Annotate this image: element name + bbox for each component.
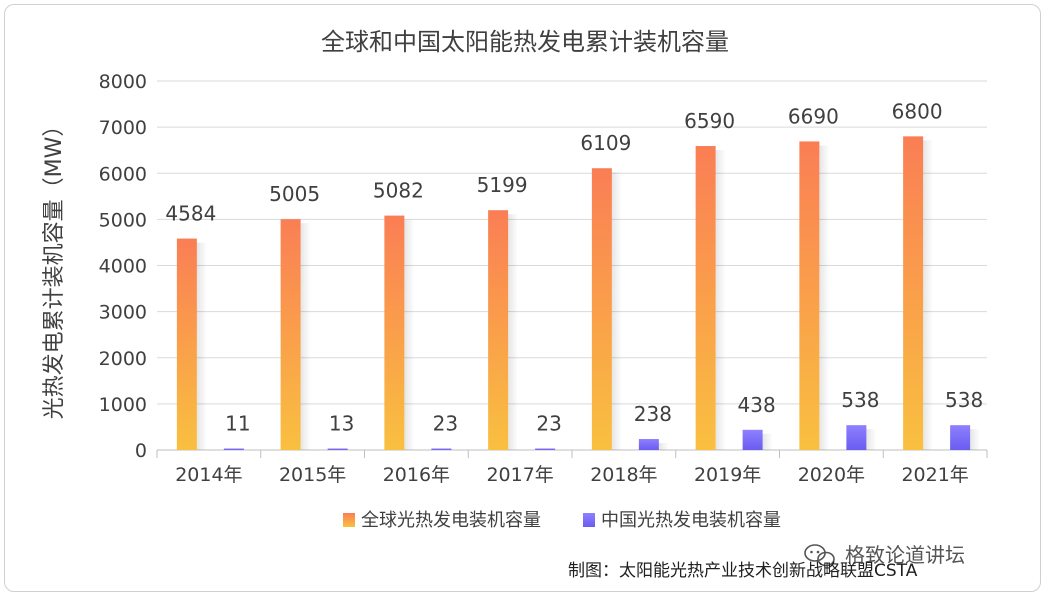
y-tick-label: 6000 xyxy=(99,163,147,185)
bar-china xyxy=(846,425,867,450)
legend-label-global: 全球光热发电装机容量 xyxy=(361,510,541,531)
data-label: 5005 xyxy=(269,182,320,206)
bar-global-shadow xyxy=(508,214,519,450)
bar-global xyxy=(799,141,820,450)
bar-global xyxy=(488,210,509,450)
bar-china-shadow xyxy=(866,429,877,450)
bar-china xyxy=(327,448,348,450)
y-axis-label: 光热发电累计装机容量（MW） xyxy=(42,115,67,420)
data-label: 538 xyxy=(945,388,983,412)
watermark-text: 格致论道讲坛 xyxy=(845,543,965,567)
data-label: 11 xyxy=(225,412,250,436)
bar-china xyxy=(638,439,659,450)
legend-swatch-china xyxy=(583,513,595,527)
bar-global xyxy=(384,215,405,450)
bar-global xyxy=(591,168,612,450)
data-label: 5199 xyxy=(477,173,528,197)
y-tick-label: 7000 xyxy=(99,117,147,139)
bar-global-shadow xyxy=(300,223,311,450)
x-tick-label: 2019年 xyxy=(694,464,761,486)
y-tick-label: 1000 xyxy=(99,394,147,416)
y-tick-label: 8000 xyxy=(99,71,147,93)
y-tick-label: 4000 xyxy=(99,256,147,278)
legend: 全球光热发电装机容量 中国光热发电装机容量 xyxy=(343,510,781,531)
bar-global xyxy=(695,146,716,450)
y-tick-label: 5000 xyxy=(99,209,147,231)
bar-global xyxy=(176,238,197,450)
watermark: 格致论道讲坛 xyxy=(804,543,965,567)
x-tick-label: 2021年 xyxy=(901,464,968,486)
x-tick-label: 2016年 xyxy=(383,464,450,486)
bar-china xyxy=(535,448,556,450)
bar-china xyxy=(742,429,763,450)
source-note: 制图：太阳能光热产业技术创新战略联盟CSTA xyxy=(568,561,918,581)
x-tick-label: 2018年 xyxy=(590,464,657,486)
y-tick-label: 2000 xyxy=(99,348,147,370)
y-tick-label: 3000 xyxy=(99,302,147,324)
bar-global xyxy=(903,136,924,450)
bar-global-shadow xyxy=(819,145,830,450)
bar-chart: 全球和中国太阳能热发电累计装机容量 光热发电累计装机容量（MW） 0 1000 20… xyxy=(42,28,988,581)
data-label: 438 xyxy=(738,393,776,417)
chart-frame: 全球和中国太阳能热发电累计装机容量 光热发电累计装机容量（MW） 0 1000 20… xyxy=(4,4,1041,592)
x-tick-label: 2017年 xyxy=(486,464,553,486)
data-label: 6109 xyxy=(580,131,631,155)
bar-global-shadow xyxy=(715,150,726,450)
y-tick-labels: 0 1000 2000 3000 4000 5000 6000 7000 8000 xyxy=(99,71,147,462)
data-label: 6590 xyxy=(684,109,735,133)
bars: 4584 11 5005 13 5082 23 5199 23 6109 238 6590 438 66… xyxy=(165,99,983,450)
x-tick-label: 2015年 xyxy=(279,464,346,486)
data-label: 5082 xyxy=(373,179,424,203)
x-tick-labels: 2014年 2015年 2016年 2017年 2018年 2019年 2020年 2021年 xyxy=(175,464,969,486)
bar-china-shadow xyxy=(970,429,981,450)
legend-swatch-global xyxy=(343,513,355,527)
y-tick-label: 0 xyxy=(135,440,147,462)
data-label: 23 xyxy=(536,412,561,436)
data-label: 6690 xyxy=(788,104,839,128)
bar-china xyxy=(431,448,452,450)
bar-global-shadow xyxy=(404,219,415,450)
chart-title: 全球和中国太阳能热发电累计装机容量 xyxy=(321,28,729,56)
data-label: 6800 xyxy=(892,99,943,123)
data-label: 4584 xyxy=(165,202,216,226)
wechat-icon xyxy=(804,544,835,567)
data-label: 238 xyxy=(634,402,672,426)
x-tick-label: 2014年 xyxy=(175,464,242,486)
bar-global-shadow xyxy=(611,172,622,450)
bar-china xyxy=(950,425,971,450)
bar-china-shadow xyxy=(658,443,669,450)
legend-label-china: 中国光热发电装机容量 xyxy=(601,510,781,531)
data-label: 23 xyxy=(433,412,458,436)
bar-global xyxy=(280,219,301,450)
bar-global-shadow xyxy=(196,242,207,450)
bar-china-shadow xyxy=(762,433,773,450)
data-label: 538 xyxy=(841,388,879,412)
bar-china xyxy=(223,448,244,450)
data-label: 13 xyxy=(329,412,354,436)
bar-global-shadow xyxy=(923,140,934,450)
x-tick-label: 2020年 xyxy=(798,464,865,486)
